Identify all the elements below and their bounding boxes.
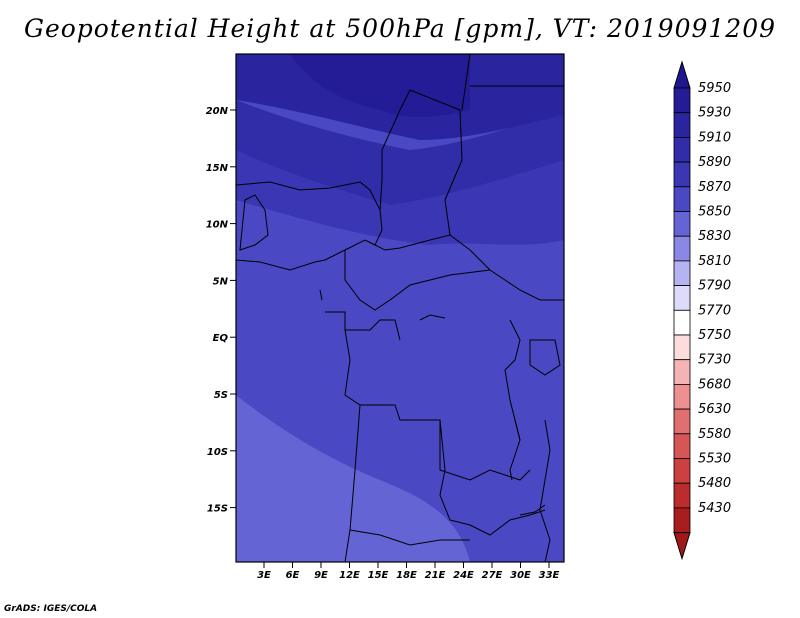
lon-tick-label: 12E: [339, 570, 360, 581]
longitude-axis: 3E 6E 9E 12E 15E 18E 21E 24E 27E 30E 33E: [257, 562, 560, 581]
colorbar-label: 5750: [698, 328, 731, 343]
lat-tick-label: 10N: [206, 220, 229, 231]
colorbar-swatch: [673, 87, 691, 114]
colorbar: 5950 5930 5910 5890 5870 5850 5830 5810 5790 5770…: [673, 60, 731, 561]
colorbar-swatch: [673, 458, 691, 484]
colorbar-swatch: [673, 260, 691, 286]
colorbar-swatch: [673, 186, 691, 212]
colorbar-label: 5680: [698, 377, 731, 392]
contour-5850-region: [236, 395, 470, 562]
lon-tick-label: 6E: [286, 570, 300, 581]
lon-tick-label: 27E: [482, 570, 503, 581]
lat-tick-label: 15N: [206, 163, 229, 174]
colorbar-label: 5930: [698, 106, 731, 121]
colorbar-swatch: [673, 285, 691, 311]
contour-5870-region: [236, 180, 564, 562]
colorbar-label: 5430: [698, 501, 731, 516]
contour-5950-region: [290, 54, 470, 117]
lon-tick-label: 30E: [510, 570, 531, 581]
lon-tick-label: 21E: [425, 570, 446, 581]
lat-tick-label: 10S: [207, 447, 228, 458]
contour-5910-region: [236, 100, 564, 205]
map-frame: [235, 53, 565, 563]
colorbar-swatch: [673, 383, 691, 410]
colorbar-label: 5830: [698, 229, 731, 244]
lat-tick-label: EQ: [213, 333, 229, 344]
colorbar-label: 5630: [698, 402, 731, 417]
colorbar-swatch: [673, 408, 691, 435]
contour-5890-region: [236, 145, 564, 245]
lat-tick-label: 5S: [214, 390, 228, 401]
colorbar-label: 5580: [698, 427, 731, 442]
colorbar-label: 5530: [698, 452, 731, 467]
colorbar-label: 5890: [698, 155, 731, 170]
colorbar-top-arrow: [673, 60, 691, 89]
lon-tick-label: 33E: [539, 570, 560, 581]
colorbar-label: 5810: [698, 254, 731, 269]
colorbar-label: 5730: [698, 353, 731, 368]
colorbar-swatch: [673, 136, 691, 163]
colorbar-swatch: [673, 334, 691, 361]
colorbar-label: 5480: [698, 476, 731, 491]
colorbar-swatch: [673, 112, 691, 138]
latitude-axis: 20N 15N 10N 5N EQ 5S 10S 15S: [206, 106, 236, 515]
colorbar-swatch: [673, 161, 691, 188]
lon-tick-label: 15E: [368, 570, 389, 581]
colorbar-swatch: [673, 359, 691, 385]
map-title: Geopotential Height at 500hPa [gpm], VT:…: [23, 14, 777, 43]
colorbar-label: 5790: [698, 279, 731, 294]
colorbar-swatch: [673, 433, 691, 459]
lat-tick-label: 5N: [213, 276, 229, 287]
colorbar-swatch: [673, 482, 691, 509]
colorbar-label: 5770: [698, 303, 731, 318]
lat-tick-label: 15S: [207, 504, 228, 515]
lon-tick-label: 3E: [257, 570, 271, 581]
colorbar-swatch: [673, 507, 691, 533]
lon-tick-label: 18E: [396, 570, 417, 581]
colorbar-swatch: [673, 211, 691, 237]
colorbar-label: 5870: [698, 180, 731, 195]
colorbar-label: 5850: [698, 205, 731, 220]
lon-tick-label: 24E: [453, 570, 474, 581]
colorbar-label: 5950: [698, 81, 731, 96]
lat-tick-label: 20N: [206, 106, 229, 117]
colorbar-swatch: [673, 309, 691, 336]
colorbar-label: 5910: [698, 130, 731, 145]
colorbar-swatch: [673, 235, 691, 262]
lon-tick-label: 9E: [314, 570, 328, 581]
colorbar-bottom-arrow: [673, 532, 691, 561]
country-boundaries: [236, 54, 564, 562]
height-field: [236, 54, 564, 562]
grads-credit: GrADS: IGES/COLA: [4, 604, 98, 614]
